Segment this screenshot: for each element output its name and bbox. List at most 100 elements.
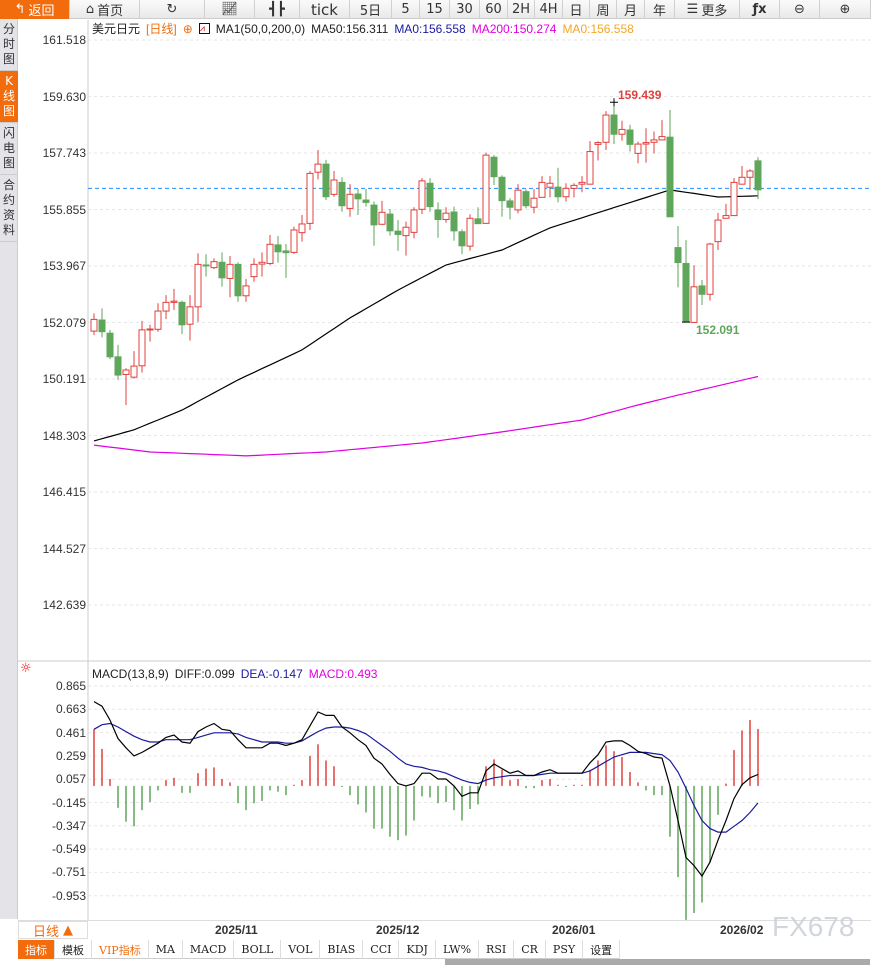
dea-line	[93, 722, 759, 833]
candle-body	[234, 263, 242, 297]
candle-body	[146, 328, 154, 331]
tab-vol[interactable]: VOL	[281, 940, 321, 959]
zoom-out-button[interactable]: ⊖	[780, 0, 820, 19]
candle-body	[498, 176, 506, 202]
macd-axis-label: -0.751	[51, 865, 86, 880]
tab-模板[interactable]: 模板	[55, 940, 92, 959]
tab-boll[interactable]: BOLL	[234, 940, 282, 959]
line-chart-button[interactable]: 📈︎	[205, 0, 255, 19]
home-icon: ⌂	[85, 2, 95, 17]
watermark-logo: FX678	[772, 911, 855, 942]
sidebar-tab-0[interactable]: 分时图	[0, 19, 18, 71]
price-axis-label: 157.743	[42, 146, 86, 160]
period-button-周[interactable]: 周	[590, 0, 617, 19]
macd-settings-icon[interactable]: ☼	[20, 661, 32, 676]
tab-ma[interactable]: MA	[149, 940, 183, 959]
period-button-2H[interactable]: 2H	[508, 0, 535, 19]
macd-title: MACD(13,8,9)	[92, 667, 169, 681]
candle-body	[290, 229, 298, 253]
chart-canvas[interactable]: 159.439 152.091	[0, 0, 871, 920]
candle-body	[730, 181, 738, 217]
period-button-年[interactable]: 年	[645, 0, 675, 19]
period-button-4H[interactable]: 4H	[535, 0, 563, 19]
tab-macd[interactable]: MACD	[183, 940, 235, 959]
ma-name: MA1(50,0,200,0)	[215, 21, 306, 36]
candle-body	[162, 301, 170, 312]
candle-chart-button[interactable]: ┫┣	[255, 0, 300, 19]
candle-body	[466, 217, 474, 247]
macd-axis-label: -0.953	[51, 888, 86, 903]
candle-body	[202, 264, 210, 267]
candle-body	[426, 182, 434, 208]
triangle-up-icon: ▲	[63, 922, 73, 938]
tab-cci[interactable]: CCI	[363, 940, 400, 959]
line-chart-icon: 📈︎	[221, 2, 238, 17]
candle-body	[666, 136, 674, 218]
scrollbar-thumb[interactable]	[445, 959, 870, 965]
indicator-tabs: 指标 模板 VIP指标 MA MACD BOLL VOL BIAS CCI KDJ LW% RSI CR…	[18, 940, 621, 959]
candle-body	[450, 211, 458, 232]
tab-vip指标[interactable]: VIP指标	[92, 940, 149, 959]
tab-设置[interactable]: 设置	[583, 940, 621, 959]
period-button-30[interactable]: 30	[450, 0, 480, 19]
x-axis: 日线 ▲ 2025/11 2025/12 2026/01 2026/02	[18, 920, 871, 940]
candle-body	[682, 262, 690, 323]
tab-指标[interactable]: 指标	[18, 940, 55, 959]
macd-axis-label: 0.865	[55, 679, 86, 693]
period-button-5[interactable]: 5	[392, 0, 420, 19]
tab-lwpct[interactable]: LW%	[436, 940, 480, 959]
tab-psy[interactable]: PSY	[546, 940, 584, 959]
candlestick-icon: ┫┣	[269, 2, 285, 17]
main-legend: 美元日元 [日线] ⊕ ⩘ MA1(50,0,200,0) MA50:156.3…	[92, 20, 634, 37]
candle-body	[170, 300, 178, 303]
candle-body	[434, 209, 442, 220]
candle-body	[346, 193, 354, 209]
period-button-60[interactable]: 60	[480, 0, 508, 19]
tab-rsi[interactable]: RSI	[479, 940, 515, 959]
candle-body	[554, 186, 562, 198]
period-selector[interactable]: 日线 ▲	[18, 921, 88, 940]
candle-body	[394, 230, 402, 235]
indicator-icon[interactable]: ⩘	[198, 23, 210, 34]
scrollbar-track[interactable]	[0, 959, 871, 965]
tick-button[interactable]: tick	[300, 0, 350, 19]
home-button[interactable]: ⌂ 首页	[70, 0, 140, 19]
candle-body	[578, 181, 586, 185]
high-marker	[610, 98, 618, 107]
candle-body	[266, 243, 274, 264]
period-button-15[interactable]: 15	[420, 0, 450, 19]
sidebar-tab-3[interactable]: 合约资料	[0, 175, 18, 242]
candle-body	[258, 261, 266, 265]
candle-body	[698, 285, 706, 295]
candle-body	[122, 369, 130, 375]
candle-body	[754, 160, 762, 191]
x-tick-label: 2026/02	[720, 923, 764, 937]
macd-axis-label: 0.259	[55, 748, 86, 763]
sidebar-tab-1[interactable]: K线图	[0, 71, 18, 123]
macd-axis-label: -0.347	[51, 818, 86, 833]
refresh-button[interactable]: ↻	[140, 0, 205, 19]
five-day-button[interactable]: 5日	[350, 0, 392, 19]
period-button-日[interactable]: 日	[563, 0, 590, 19]
low-label: 152.091	[696, 323, 740, 337]
formula-button[interactable]: ƒx	[740, 0, 780, 19]
tab-cr[interactable]: CR	[514, 940, 546, 959]
candle-body	[626, 129, 634, 145]
price-axis-label: 148.303	[42, 428, 86, 443]
back-button[interactable]: ↰ 返回	[0, 0, 70, 19]
tab-bias[interactable]: BIAS	[320, 940, 364, 959]
zoom-in-icon: ⊕	[839, 2, 851, 17]
candle-body	[586, 151, 594, 185]
candle-body	[514, 189, 522, 211]
candle-body	[114, 356, 122, 376]
candle-body	[570, 184, 578, 189]
macd-axis-label: -0.549	[51, 842, 86, 857]
refresh-icon: ↻	[166, 2, 178, 17]
settings-icon[interactable]: ⊕	[182, 21, 193, 36]
sidebar-tab-2[interactable]: 闪电图	[0, 123, 18, 175]
more-button[interactable]: ☰ 更多	[675, 0, 740, 19]
candle-body	[522, 191, 530, 207]
menu-icon: ☰	[686, 2, 699, 17]
period-button-月[interactable]: 月	[617, 0, 645, 19]
tab-kdj[interactable]: KDJ	[399, 940, 436, 959]
